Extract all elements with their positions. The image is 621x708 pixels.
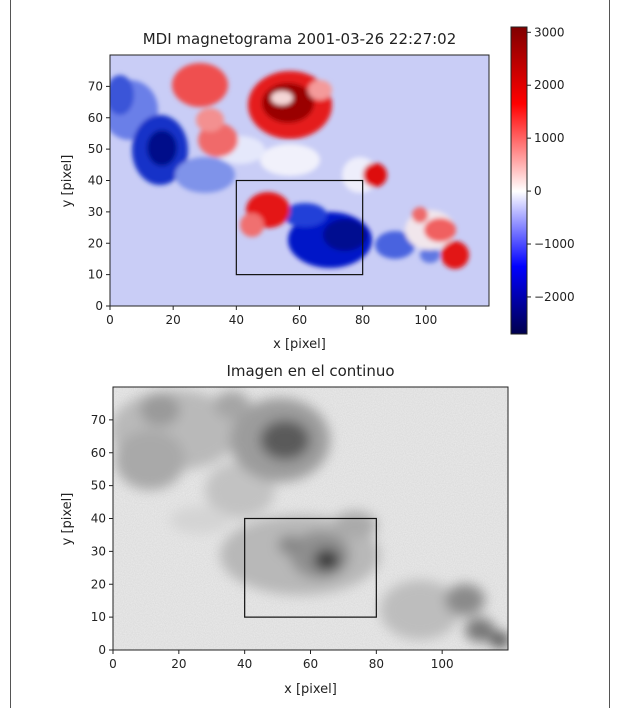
continuum-x-tick-label: 0 (109, 657, 117, 671)
magnetogram-x-tick-label: 40 (229, 313, 244, 327)
magnetogram-y-tick-label: 60 (88, 111, 103, 125)
continuum-x-tick-label: 80 (369, 657, 384, 671)
magnetogram-x-tick-label: 20 (166, 313, 181, 327)
continuum-image (113, 387, 508, 650)
magnetogram-y-tick-label: 30 (88, 205, 103, 219)
continuum-y-tick-label: 60 (91, 446, 106, 460)
continuum-y-tick-label: 30 (91, 544, 106, 558)
magnetogram-region-box (235, 179, 364, 276)
continuum-y-label: y [pixel] (60, 493, 75, 546)
colorbar-tick-label: −2000 (534, 290, 575, 304)
continuum-y-ticks: 0 10 20 30 40 50 60 70 (91, 413, 113, 657)
magnetogram-y-tick-label: 10 (88, 268, 103, 282)
magnetogram-x-label: x [pixel] (273, 337, 326, 352)
continuum-x-tick-label: 100 (431, 657, 454, 671)
continuum-title: Imagen en el continuo (226, 362, 394, 380)
continuum-x-tick-label: 20 (171, 657, 186, 671)
colorbar-tick-label: 1000 (534, 131, 565, 145)
continuum-y-tick-label: 70 (91, 413, 106, 427)
continuum-x-ticks: 0 20 40 60 80 100 (109, 650, 454, 671)
colorbar-tick-label: 3000 (534, 25, 565, 39)
continuum-y-tick-label: 50 (91, 479, 106, 493)
colorbar (510, 26, 528, 335)
colorbar-tick-label: 2000 (534, 78, 565, 92)
magnetogram-y-tick-label: 40 (88, 174, 103, 188)
continuum-x-tick-label: 40 (237, 657, 252, 671)
continuum-y-tick-label: 20 (91, 577, 106, 591)
colorbar-tick-label: 0 (534, 184, 542, 198)
continuum-y-tick-label: 10 (91, 610, 106, 624)
continuum-x-tick-label: 60 (303, 657, 318, 671)
continuum-x-label: x [pixel] (284, 682, 337, 697)
notebook-output-frame (10, 0, 610, 708)
magnetogram-y-tick-label: 0 (95, 299, 103, 313)
magnetogram-y-label: y [pixel] (60, 155, 75, 208)
magnetogram-title: MDI magnetograma 2001-03-26 22:27:02 (143, 30, 457, 48)
magnetogram-x-tick-label: 60 (292, 313, 307, 327)
continuum-region-box (244, 517, 377, 618)
magnetogram-y-tick-label: 50 (88, 142, 103, 156)
continuum-y-tick-label: 40 (91, 512, 106, 526)
magnetogram-x-tick-label: 0 (106, 313, 114, 327)
magnetogram-y-tick-label: 20 (88, 236, 103, 250)
colorbar-ticks: 3000 2000 1000 0 −1000 −2000 (527, 25, 575, 304)
colorbar-tick-label: −1000 (534, 237, 575, 251)
magnetogram-x-tick-label: 100 (414, 313, 437, 327)
continuum-y-tick-label: 0 (98, 643, 106, 657)
magnetogram-y-tick-label: 70 (88, 79, 103, 93)
magnetogram-y-ticks: 0 10 20 30 40 50 60 70 (88, 79, 110, 313)
magnetogram-x-ticks: 0 20 40 60 80 100 (106, 306, 437, 327)
magnetogram-x-tick-label: 80 (355, 313, 370, 327)
